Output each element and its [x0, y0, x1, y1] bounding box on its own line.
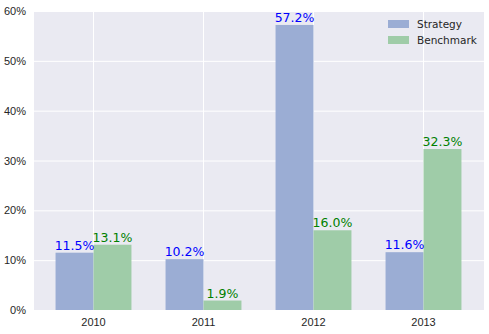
- data-labels: 11.5% 10.2% 57.2% 11.6% 13.1% 1.9% 16.0% 32.3%: [55, 10, 463, 301]
- y-tick: 20%: [4, 204, 484, 216]
- legend-item: Benchmark: [388, 34, 478, 46]
- plot: 0% 10% 20% 30% 40% 50% 60% 2010 2011 2012 2013 11.5…: [4, 5, 485, 328]
- legend-item: Strategy: [388, 18, 462, 30]
- x-axis-line: [34, 310, 485, 311]
- data-label: 1.9%: [207, 286, 239, 301]
- x-tick-label: 2012: [301, 316, 325, 328]
- data-label: 11.5%: [55, 238, 95, 253]
- legend-label: Strategy: [417, 18, 462, 30]
- chart: 0% 10% 20% 30% 40% 50% 60% 2010 2011 2012 2013 11.5…: [0, 0, 489, 334]
- y-tick: 30%: [4, 155, 484, 167]
- bar: [276, 25, 314, 310]
- data-label: 11.6%: [385, 237, 425, 252]
- bars: [56, 25, 462, 310]
- bar: [56, 253, 94, 310]
- x-tick-label: 2010: [81, 316, 105, 328]
- legend-label: Benchmark: [417, 34, 478, 46]
- y-grid-line: [33, 210, 484, 211]
- y-axis: 0% 10% 20% 30% 40% 50% 60%: [4, 5, 484, 316]
- y-tick: 40%: [4, 105, 484, 117]
- x-tick-label: 2013: [411, 316, 435, 328]
- data-label: 16.0%: [313, 215, 353, 230]
- y-tick-label: 20%: [4, 204, 26, 216]
- data-label: 57.2%: [275, 10, 315, 25]
- data-label: 10.2%: [165, 244, 205, 259]
- legend-swatch: [388, 36, 409, 44]
- bar: [424, 149, 462, 310]
- plot-background: [33, 11, 484, 310]
- x-tick-label: 2011: [192, 316, 216, 328]
- y-grid-line: [33, 111, 484, 112]
- data-label: 32.3%: [423, 134, 463, 149]
- x-axis: 2010 2011 2012 2013: [34, 11, 485, 328]
- y-grid-line: [33, 61, 484, 62]
- data-label: 13.1%: [93, 230, 133, 245]
- bar: [314, 230, 352, 310]
- bar: [204, 301, 242, 310]
- y-grid-line: [33, 161, 484, 162]
- y-tick-label: 30%: [4, 155, 26, 167]
- bar: [386, 252, 424, 310]
- y-tick-label: 60%: [4, 5, 26, 17]
- bar: [166, 259, 204, 310]
- y-tick: 50%: [4, 55, 484, 67]
- legend: Strategy Benchmark: [388, 18, 478, 46]
- y-tick: 60%: [4, 5, 484, 17]
- y-tick-label: 10%: [4, 254, 26, 266]
- y-tick-label: 40%: [4, 105, 26, 117]
- legend-swatch: [388, 20, 409, 28]
- y-grid-line: [33, 11, 484, 12]
- y-tick-label: 0%: [10, 304, 26, 316]
- y-grid-line: [33, 310, 484, 311]
- bar: [94, 245, 132, 310]
- y-tick-label: 50%: [4, 55, 26, 67]
